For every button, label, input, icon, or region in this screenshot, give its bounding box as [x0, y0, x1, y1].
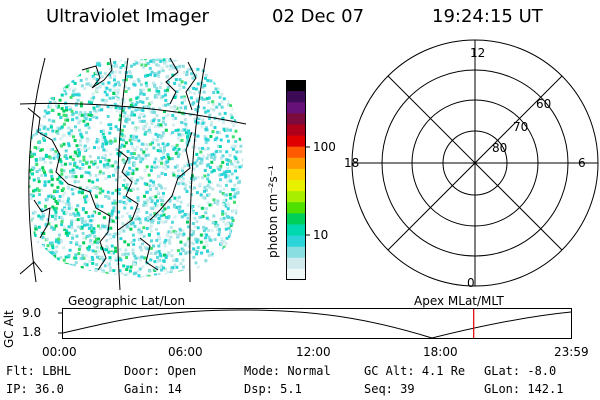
mlt-label-12: 12	[470, 46, 486, 60]
altitude-strip	[58, 308, 572, 339]
status-glon: GLon: 142.1	[484, 382, 564, 396]
colorbar-cell	[286, 257, 306, 270]
strip-frame	[62, 308, 572, 339]
mlt-label-6: 6	[578, 156, 586, 170]
status-door: Door: Open	[124, 364, 197, 378]
polar-label: Apex MLat/MLT	[414, 294, 504, 308]
image-date: 02 Dec 07	[272, 6, 365, 27]
colorbar-cell	[286, 146, 306, 159]
status-glat: GLat: -8.0	[484, 364, 557, 378]
colorbar-cell	[286, 180, 306, 192]
altitude-curve	[62, 309, 572, 339]
status-filter: Flt: LBHL	[6, 364, 72, 378]
coastline-lines	[19, 57, 197, 275]
strip-xtick-0600: 06:00	[168, 345, 203, 359]
status-mode: Mode: Normal	[244, 364, 331, 378]
colorbar-unit-label: photon cm⁻²s⁻¹	[266, 165, 280, 258]
image-time: 19:24:15 UT	[432, 6, 543, 27]
strip-xtick-1800: 18:00	[423, 345, 458, 359]
colorbar-cell	[286, 102, 306, 114]
colorbar-cell	[286, 246, 306, 259]
lat-label-80: 80	[492, 141, 508, 155]
polar-plot	[351, 39, 599, 287]
colorbar-cell	[286, 157, 306, 170]
colorbar-cell	[286, 91, 306, 103]
lat-lon-grid	[19, 57, 247, 291]
instrument-title: Ultraviolet Imager	[46, 6, 209, 27]
status-seq: Seq: 39	[364, 382, 415, 396]
colorbar-cell	[286, 80, 306, 92]
colorbar-cell	[286, 224, 306, 237]
colorbar-cell	[286, 168, 306, 181]
lat-label-60: 60	[536, 97, 552, 111]
mlt-label-0: 0	[467, 276, 475, 290]
colorbar	[286, 80, 310, 281]
status-gain: Gain: 14	[124, 382, 182, 396]
colorbar-cell	[286, 191, 306, 203]
colorbar-cell	[286, 235, 306, 248]
strip-xtick-1200: 12:00	[296, 345, 331, 359]
status-dsp: Dsp: 5.1	[244, 382, 302, 396]
colorbar-tick-100: 100	[313, 140, 336, 154]
colorbar-cell	[286, 135, 306, 148]
polar-diagonal-2	[387, 75, 563, 251]
strip-xtick-0000: 00:00	[42, 345, 77, 359]
geographic-image	[19, 57, 247, 291]
mlt-label-18: 18	[344, 156, 360, 170]
strip-xtick-2359: 23:59	[554, 345, 589, 359]
colorbar-tick-10: 10	[313, 228, 329, 242]
geographic-label: Geographic Lat/Lon	[68, 294, 186, 308]
status-ip: IP: 36.0	[6, 382, 64, 396]
strip-ytick-9: 9.0	[22, 306, 42, 320]
colorbar-cell	[286, 113, 306, 125]
status-gc-alt: GC Alt: 4.1 Re	[364, 364, 466, 378]
colorbar-cell	[286, 268, 306, 281]
colorbar-cell	[286, 213, 306, 225]
colorbar-cell	[286, 124, 306, 137]
lat-label-70: 70	[513, 120, 529, 134]
colorbar-cell	[286, 202, 306, 214]
strip-ytick-1-8: 1.8	[22, 325, 42, 339]
